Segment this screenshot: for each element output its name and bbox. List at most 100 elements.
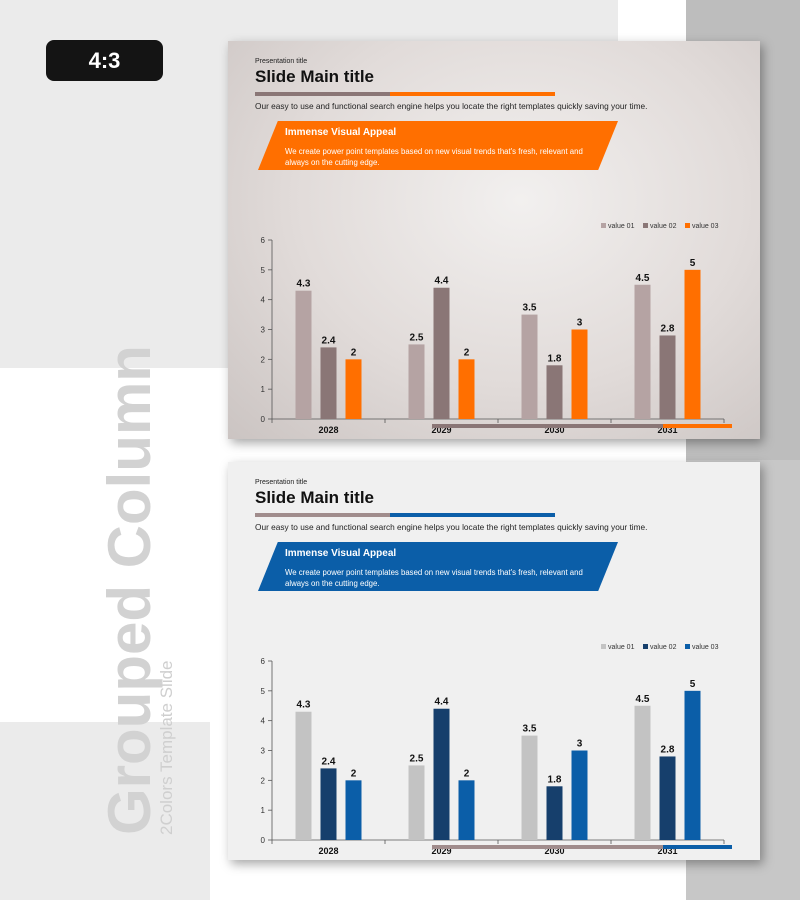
- x-tick-label: 2031: [657, 846, 677, 856]
- slide-main-title: Slide Main title: [255, 488, 375, 507]
- legend-label: value 01: [608, 644, 635, 651]
- legend-label: value 03: [692, 644, 719, 651]
- data-label: 4.3: [297, 700, 311, 711]
- data-label: 1.8: [548, 774, 562, 785]
- y-tick-label: 5: [261, 266, 266, 275]
- x-tick-label: 2030: [544, 846, 564, 856]
- data-label: 2.4: [322, 335, 336, 346]
- slide-main-title: Slide Main title: [255, 67, 375, 86]
- slide-preview-blue[interactable]: Presentation title Slide Main title Our …: [228, 462, 760, 860]
- bar: [295, 290, 312, 419]
- bar: [571, 329, 588, 419]
- data-label: 2.4: [322, 756, 336, 767]
- bar: [295, 711, 312, 840]
- banner-title: Immense Visual Appeal: [285, 548, 397, 559]
- legend-label: value 02: [650, 644, 677, 651]
- x-tick-label: 2029: [431, 425, 451, 435]
- bar: [320, 347, 337, 419]
- y-tick-label: 2: [261, 776, 266, 785]
- bar: [433, 708, 450, 840]
- title-underline: [255, 513, 555, 517]
- x-tick-label: 2028: [318, 425, 338, 435]
- banner-shape: [258, 121, 618, 170]
- bar: [684, 269, 701, 419]
- y-tick-label: 0: [261, 836, 266, 845]
- banner-shape: [258, 542, 618, 591]
- x-tick-label: 2031: [657, 425, 677, 435]
- bar: [634, 284, 651, 419]
- bar: [320, 768, 337, 840]
- x-tick-label: 2028: [318, 846, 338, 856]
- data-label: 5: [690, 258, 696, 269]
- y-tick-label: 4: [261, 296, 266, 305]
- bar: [458, 359, 475, 419]
- data-label: 2: [464, 768, 470, 779]
- bar: [684, 690, 701, 840]
- banner-title: Immense Visual Appeal: [285, 127, 397, 138]
- data-label: 4.4: [435, 276, 449, 287]
- bar: [659, 756, 676, 840]
- x-tick-label: 2030: [544, 425, 564, 435]
- x-tick-label: 2029: [431, 846, 451, 856]
- slide-description: Our easy to use and functional search en…: [255, 101, 648, 111]
- banner-text: We create power point templates based on…: [285, 568, 583, 588]
- side-subtitle: 2Colors Template Slide: [157, 660, 176, 836]
- legend-swatch: [685, 223, 690, 228]
- presentation-title: Presentation title: [255, 479, 308, 486]
- bar: [546, 786, 563, 840]
- legend-swatch: [643, 644, 648, 649]
- legend-swatch: [643, 223, 648, 228]
- y-tick-label: 1: [261, 385, 266, 394]
- data-label: 3.5: [523, 724, 537, 735]
- legend-swatch: [601, 644, 606, 649]
- y-tick-label: 6: [261, 236, 266, 245]
- y-tick-label: 4: [261, 717, 266, 726]
- data-label: 2.8: [661, 744, 675, 755]
- y-tick-label: 3: [261, 326, 266, 335]
- y-tick-label: 1: [261, 806, 266, 815]
- data-label: 2: [464, 347, 470, 358]
- bar: [433, 287, 450, 419]
- side-title: Grouped Column: [96, 345, 163, 835]
- banner-text: We create power point templates based on…: [285, 147, 583, 167]
- data-label: 3: [577, 318, 583, 329]
- title-underline: [255, 92, 555, 96]
- legend-label: value 01: [608, 223, 635, 230]
- y-tick-label: 2: [261, 355, 266, 364]
- slide-description: Our easy to use and functional search en…: [255, 522, 648, 532]
- legend-swatch: [601, 223, 606, 228]
- data-label: 4.3: [297, 279, 311, 290]
- background-block: [0, 722, 210, 900]
- aspect-ratio-badge: 4:3: [46, 40, 163, 81]
- slide-preview-orange[interactable]: Presentation title Slide Main title Our …: [228, 41, 760, 439]
- data-label: 3: [577, 739, 583, 750]
- legend-label: value 03: [692, 223, 719, 230]
- footer-bar: [432, 845, 732, 849]
- bar: [408, 344, 425, 419]
- data-label: 2.8: [661, 323, 675, 334]
- y-tick-label: 0: [261, 415, 266, 424]
- y-tick-label: 3: [261, 747, 266, 756]
- data-label: 2.5: [410, 332, 424, 343]
- bar: [345, 359, 362, 419]
- bar: [521, 735, 538, 840]
- data-label: 2: [351, 768, 357, 779]
- grouped-column-chart: 0 1 2 3 4 5 6 2028 4.3 2.4 2 2029 2.5 4.4 2 2030 3.5 1.8 3…: [261, 644, 725, 856]
- data-label: 2: [351, 347, 357, 358]
- legend-label: value 02: [650, 223, 677, 230]
- legend-swatch: [685, 644, 690, 649]
- data-label: 2.5: [410, 753, 424, 764]
- data-label: 5: [690, 679, 696, 690]
- data-label: 3.5: [523, 303, 537, 314]
- data-label: 4.5: [636, 694, 650, 705]
- data-label: 4.5: [636, 273, 650, 284]
- data-label: 1.8: [548, 353, 562, 364]
- grouped-column-chart: 0 1 2 3 4 5 6 2028 4.3 2.4 2 2029 2.5 4.4 2 2030 3.5 1.8 3…: [261, 223, 725, 435]
- bar: [345, 780, 362, 840]
- bar: [408, 765, 425, 840]
- data-label: 4.4: [435, 697, 449, 708]
- footer-bar: [432, 424, 732, 428]
- y-tick-label: 5: [261, 687, 266, 696]
- bar: [659, 335, 676, 419]
- bar: [458, 780, 475, 840]
